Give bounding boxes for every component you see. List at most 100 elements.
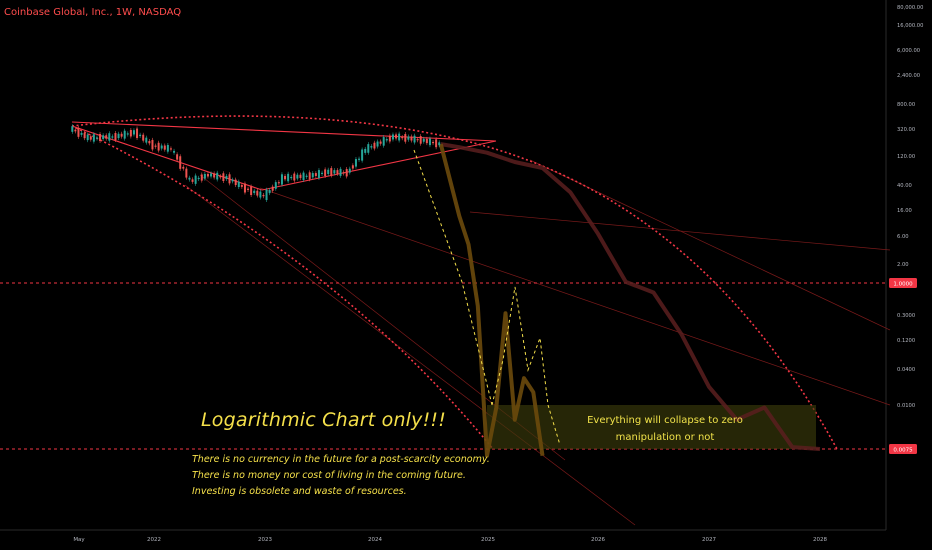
wedge-upper-line	[71, 121, 497, 142]
candle-body	[194, 175, 197, 184]
candle-body	[404, 134, 407, 142]
candle-body	[317, 170, 320, 178]
candle-body	[225, 175, 228, 180]
y-tick-label: 2.00	[897, 262, 909, 268]
x-tick-label: 2024	[368, 537, 382, 543]
symbol-title[interactable]: Coinbase Global, Inc., 1W, NASDAQ	[4, 7, 182, 18]
trend-line	[529, 159, 891, 331]
candle-body	[89, 136, 92, 140]
candle-body	[342, 172, 345, 174]
candle-body	[123, 130, 126, 139]
candle-body	[293, 173, 296, 181]
x-tick-label: 2025	[481, 537, 495, 543]
candle-body	[287, 173, 290, 182]
candle-body	[108, 133, 111, 141]
candle-body	[111, 136, 114, 138]
price-label-tag	[889, 444, 917, 454]
candles-group	[71, 124, 441, 203]
trend-line	[259, 187, 891, 406]
candle-body	[219, 176, 222, 178]
candle-body	[132, 130, 135, 135]
y-tick-label: 0.0100	[897, 403, 915, 409]
candle-body	[148, 141, 151, 144]
x-tick-label: 2023	[258, 537, 272, 543]
price-label-tag	[889, 278, 917, 288]
candle-body	[166, 144, 169, 152]
candle-body	[197, 177, 200, 180]
candle-body	[71, 126, 74, 132]
faded-price-line	[440, 142, 821, 451]
x-tick-label: 2026	[591, 537, 605, 543]
candle-body	[413, 135, 416, 143]
y-tick-label: 0.1200	[897, 338, 915, 344]
y-tick-label: 0.0400	[897, 367, 915, 373]
candle-body	[203, 173, 206, 179]
box-text-line: manipulation or not	[615, 432, 715, 443]
candle-body	[231, 179, 234, 182]
candle-body	[398, 133, 401, 141]
candle-body	[77, 127, 80, 137]
candle-body	[247, 188, 250, 190]
candle-body	[410, 136, 413, 141]
candle-body	[324, 169, 327, 176]
candle-body	[358, 158, 361, 160]
candle-body	[117, 133, 120, 139]
candle-body	[268, 190, 271, 194]
candle-body	[265, 189, 268, 201]
candle-body	[191, 179, 194, 182]
candle-body	[370, 146, 373, 148]
resistance-arc	[71, 115, 838, 450]
y-tick-label: 320.00	[897, 127, 915, 133]
candle-body	[173, 150, 176, 153]
candle-body	[435, 139, 438, 148]
x-tick-label: 2027	[702, 537, 716, 543]
candle-body	[228, 174, 231, 184]
price-label-text: 1.0000	[893, 281, 913, 287]
candle-body	[367, 144, 370, 153]
y-tick-label: 2,400.00	[897, 73, 920, 79]
candle-body	[136, 128, 139, 139]
y-tick-label: 16.00	[897, 208, 912, 214]
candle-body	[145, 137, 148, 143]
y-tick-label: 40.00	[897, 183, 912, 189]
candle-body	[154, 145, 157, 147]
candle-body	[419, 136, 422, 144]
candle-body	[142, 134, 145, 141]
candle-body	[139, 134, 142, 137]
y-tick-label: 16,000.00	[897, 23, 923, 29]
candle-body	[216, 172, 219, 180]
candle-body	[422, 138, 425, 142]
candle-body	[259, 191, 262, 198]
candle-body	[354, 159, 357, 167]
candle-body	[271, 186, 274, 191]
candle-body	[250, 186, 253, 196]
x-tick-label: 2028	[813, 537, 827, 543]
candle-body	[296, 174, 299, 179]
candle-body	[339, 168, 342, 176]
candle-body	[311, 173, 314, 178]
x-tick-label: May	[73, 537, 85, 543]
candle-body	[438, 142, 441, 146]
candle-body	[336, 170, 339, 174]
candle-body	[407, 136, 410, 140]
candle-body	[432, 141, 435, 144]
candle-body	[330, 168, 333, 176]
support-arc	[71, 125, 494, 450]
candle-body	[237, 181, 240, 188]
candle-body	[385, 139, 388, 141]
candle-body	[333, 170, 336, 174]
candle-body	[428, 138, 431, 146]
candle-body	[206, 173, 209, 177]
candle-body	[99, 134, 102, 142]
trend-line	[184, 184, 636, 526]
candle-body	[234, 179, 237, 186]
candle-body	[83, 132, 86, 139]
wedge-rising-line	[261, 140, 497, 191]
candle-body	[401, 137, 404, 139]
y-tick-label: 80,000.00	[897, 5, 923, 11]
box-text-line: Everything will collapse to zero	[587, 415, 743, 426]
projection-guide-line	[491, 286, 561, 446]
projection-price-band	[438, 143, 545, 458]
candle-body	[274, 182, 277, 189]
